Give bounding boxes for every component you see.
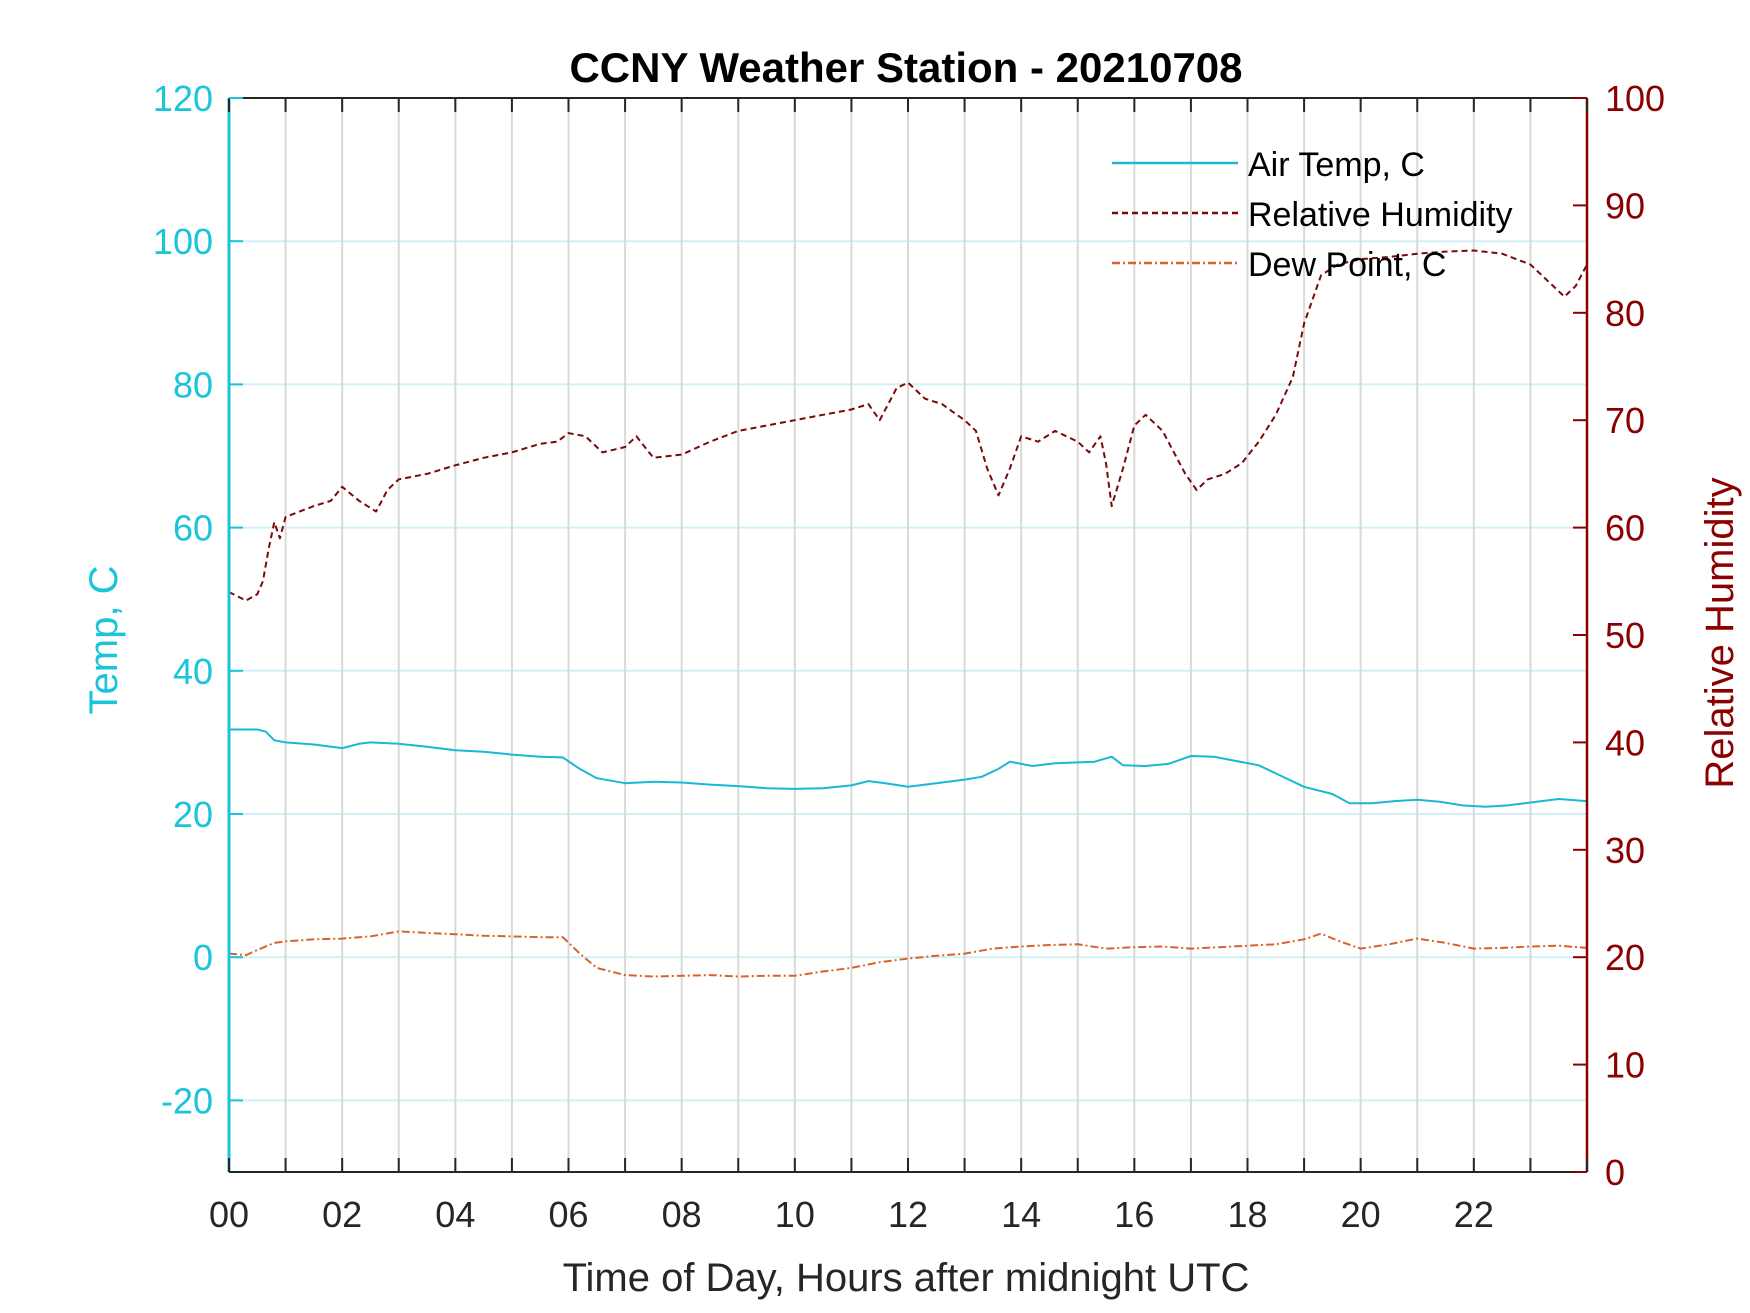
- y-axis-right-label: Relative Humidity: [1698, 477, 1742, 788]
- y-right-tick-label: 20: [1605, 937, 1645, 978]
- y-axis-left-label: Temp, C: [82, 566, 126, 715]
- x-tick-label: 10: [775, 1194, 815, 1235]
- chart-title: CCNY Weather Station - 20210708: [569, 44, 1242, 91]
- legend-label-air-temp: Air Temp, C: [1248, 146, 1425, 184]
- axes: [227, 97, 1589, 1173]
- y-right-tick-label: 10: [1605, 1045, 1645, 1086]
- y-right-tick-label: 40: [1605, 722, 1645, 763]
- grid-lines: [229, 97, 1587, 1172]
- x-tick-label: 16: [1114, 1194, 1154, 1235]
- x-tick-label: 08: [662, 1194, 702, 1235]
- tick-labels: 00 02 04 06 08 10 12 14 16 18 20 22-200204060801001…: [153, 78, 1665, 1235]
- legend-label-relative-humidity: Relative Humidity: [1248, 196, 1513, 234]
- y-right-tick-label: 30: [1605, 830, 1645, 871]
- y-left-tick-label: 120: [153, 78, 213, 119]
- x-tick-label: 04: [435, 1194, 475, 1235]
- y-right-tick-label: 80: [1605, 293, 1645, 334]
- y-right-tick-label: 60: [1605, 508, 1645, 549]
- air-temp-line: [229, 728, 1588, 808]
- y-left-tick-label: -20: [161, 1080, 213, 1121]
- y-right-tick-label: 70: [1605, 400, 1645, 441]
- y-right-tick-label: 90: [1605, 185, 1645, 226]
- legend-label-dew-point: Dew Point, C: [1248, 246, 1446, 284]
- y-right-tick-label: 50: [1605, 615, 1645, 656]
- dew-point-line: [228, 930, 1588, 978]
- x-tick-label: 14: [1001, 1194, 1041, 1235]
- x-tick-label: 20: [1341, 1194, 1381, 1235]
- y-left-tick-label: 100: [153, 221, 213, 262]
- data-series: [228, 249, 1588, 978]
- y-left-tick-label: 40: [173, 651, 213, 692]
- y-left-tick-label: 0: [193, 937, 213, 978]
- x-tick-label: 18: [1227, 1194, 1267, 1235]
- y-left-tick-label: 20: [173, 794, 213, 835]
- x-tick-label: 00: [209, 1194, 249, 1235]
- y-left-tick-label: 80: [173, 364, 213, 405]
- y-left-tick-label: 60: [173, 508, 213, 549]
- x-tick-label: 06: [548, 1194, 588, 1235]
- y-right-tick-label: 100: [1605, 78, 1665, 119]
- x-tick-label: 02: [322, 1194, 362, 1235]
- y-right-tick-label: 0: [1605, 1152, 1625, 1193]
- relative-humidity-line: [228, 249, 1588, 602]
- x-tick-label: 22: [1454, 1194, 1494, 1235]
- legend: Air Temp, C Relative Humidity Dew Point,…: [1112, 146, 1513, 284]
- x-axis-label: Time of Day, Hours after midnight UTC: [563, 1256, 1250, 1300]
- x-tick-label: 12: [888, 1194, 928, 1235]
